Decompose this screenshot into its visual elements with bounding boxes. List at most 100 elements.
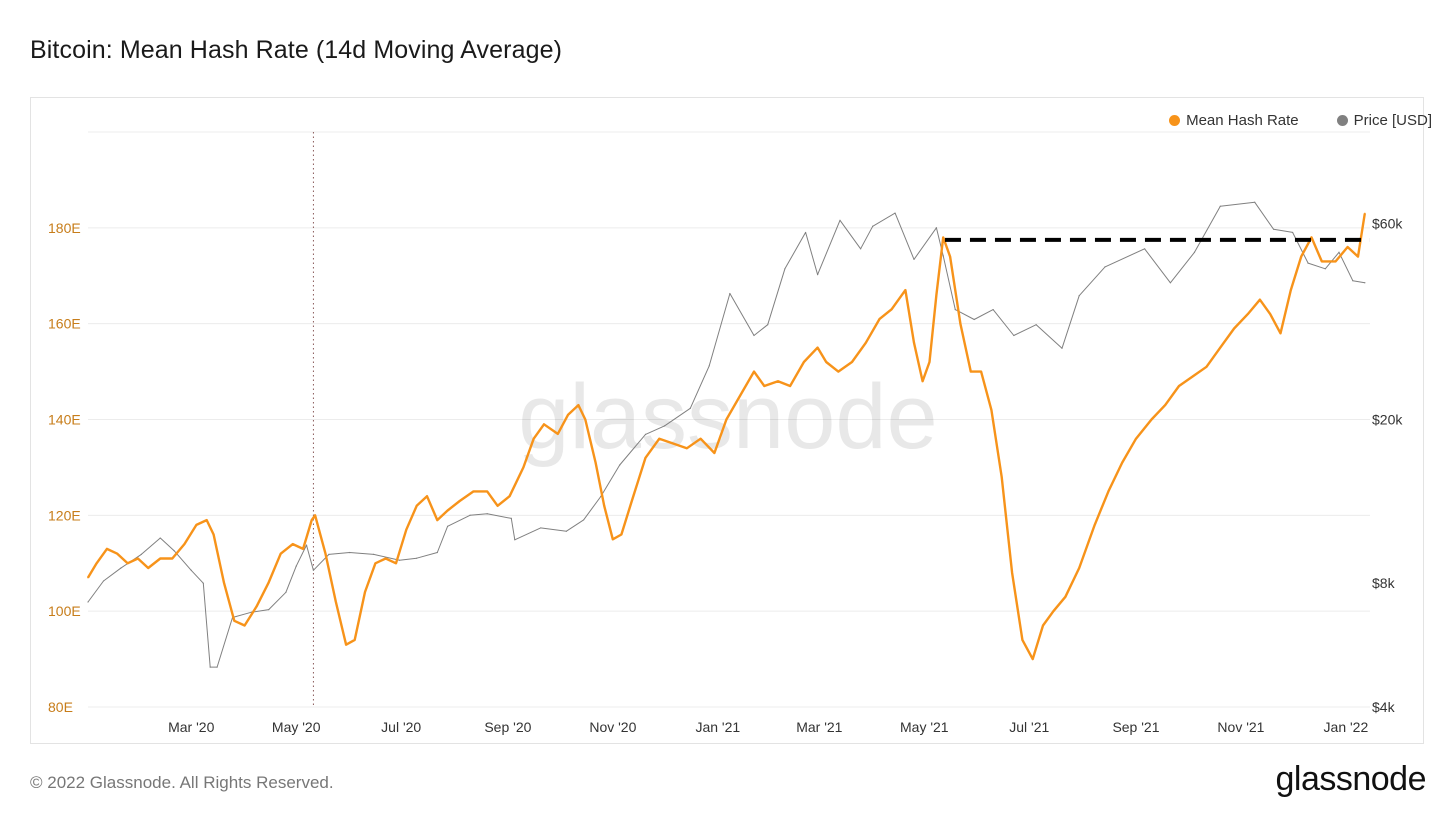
price-point-65 xyxy=(1307,262,1309,264)
price-point-60 xyxy=(1193,251,1196,253)
hash-point-50 xyxy=(612,538,614,541)
hash-point-81 xyxy=(969,370,972,373)
y-left-tick-label-0: 80E xyxy=(48,699,73,715)
hash-point-72 xyxy=(890,308,893,311)
price-point-3 xyxy=(140,553,142,555)
price-point-47 xyxy=(913,258,915,261)
price-point-54 xyxy=(1035,324,1037,326)
x-tick-label-6: Mar '21 xyxy=(796,719,842,735)
hash-point-33 xyxy=(426,495,428,497)
hash-point-55 xyxy=(672,442,674,445)
y-right-tick-label-0: $4k xyxy=(1372,699,1396,715)
price-point-6 xyxy=(190,569,192,571)
hash-point-68 xyxy=(837,370,840,373)
hash-point-108 xyxy=(1300,255,1302,258)
hash-point-14 xyxy=(233,619,236,622)
price-point-41 xyxy=(804,231,807,234)
hash-point-96 xyxy=(1150,418,1153,421)
price-point-14 xyxy=(295,565,297,567)
hash-point-56 xyxy=(686,447,688,450)
hash-point-64 xyxy=(789,385,791,387)
hash-point-82 xyxy=(980,370,982,373)
price-point-69 xyxy=(1364,282,1366,284)
legend-item-price[interactable]: Price [USD] xyxy=(1336,112,1432,129)
legend-label-hash-rate: Mean Hash Rate xyxy=(1186,112,1299,129)
hash-point-67 xyxy=(825,361,828,363)
hash-point-97 xyxy=(1164,404,1167,406)
price-point-25 xyxy=(486,513,488,515)
price-point-4 xyxy=(159,537,161,539)
legend-item-hash-rate[interactable]: Mean Hash Rate xyxy=(1169,112,1299,129)
hash-point-71 xyxy=(878,318,881,320)
price-point-12 xyxy=(268,609,270,611)
hash-point-107 xyxy=(1290,289,1292,291)
hash-point-114 xyxy=(1364,212,1366,215)
hash-point-42 xyxy=(532,437,535,440)
price-point-36 xyxy=(708,365,710,367)
x-tick-label-11: Jan '22 xyxy=(1324,719,1369,735)
price-point-64 xyxy=(1291,231,1294,234)
price-point-59 xyxy=(1169,282,1171,284)
price-point-18 xyxy=(348,551,351,554)
legend: Mean Hash Rate Price [USD] xyxy=(1169,112,1432,129)
x-tick-label-1: May '20 xyxy=(272,719,321,735)
x-tick-label-8: Jul '21 xyxy=(1009,719,1049,735)
hash-point-92 xyxy=(1093,524,1096,526)
y-left-tick-label-5: 180E xyxy=(48,220,81,236)
price-point-68 xyxy=(1352,280,1354,282)
price-point-16 xyxy=(312,569,315,571)
hash-point-111 xyxy=(1334,260,1337,263)
hash-point-79 xyxy=(949,255,951,258)
price-point-38 xyxy=(753,334,755,337)
hash-point-104 xyxy=(1259,298,1261,301)
price-point-37 xyxy=(729,292,731,295)
hash-point-91 xyxy=(1078,567,1080,569)
hash-point-106 xyxy=(1279,332,1282,335)
hash-point-77 xyxy=(935,294,938,296)
price-point-42 xyxy=(817,274,819,276)
hash-point-103 xyxy=(1247,313,1249,315)
price-point-45 xyxy=(872,225,874,227)
hash-point-19 xyxy=(291,543,294,545)
price-point-67 xyxy=(1338,251,1340,253)
hash-point-87 xyxy=(1031,658,1034,660)
chart-title: Bitcoin: Mean Hash Rate (14d Moving Aver… xyxy=(30,36,562,64)
price-point-63 xyxy=(1273,228,1275,230)
hash-point-21 xyxy=(310,519,313,521)
x-tick-label-3: Sep '20 xyxy=(484,719,531,735)
y-left-tick-label-3: 140E xyxy=(48,412,81,428)
price-point-35 xyxy=(689,407,691,409)
hash-point-22 xyxy=(314,514,316,517)
price-point-20 xyxy=(398,559,401,561)
price-point-27 xyxy=(514,539,516,541)
price-point-0 xyxy=(87,601,89,603)
x-tick-label-0: Mar '20 xyxy=(168,719,214,735)
price-point-30 xyxy=(582,519,585,521)
hash-point-83 xyxy=(990,409,993,411)
hash-point-93 xyxy=(1107,490,1110,493)
hash-point-73 xyxy=(904,289,907,291)
price-point-49 xyxy=(942,255,944,257)
price-point-43 xyxy=(839,219,841,221)
hash-point-4 xyxy=(126,562,129,565)
hash-point-2 xyxy=(106,548,108,550)
hash-point-37 xyxy=(472,490,475,493)
hash-point-1 xyxy=(95,562,98,565)
hash-point-46 xyxy=(577,404,580,406)
price-point-1 xyxy=(102,580,105,582)
hash-point-70 xyxy=(865,342,867,344)
hash-point-110 xyxy=(1321,260,1323,263)
hash-point-90 xyxy=(1064,595,1067,598)
hash-point-30 xyxy=(395,562,397,565)
price-point-51 xyxy=(973,318,975,321)
hash-point-113 xyxy=(1357,255,1359,258)
series-line-price xyxy=(87,201,1365,668)
hash-point-10 xyxy=(195,524,198,526)
hash-point-38 xyxy=(486,490,489,493)
y-right-tick-label-2: $20k xyxy=(1372,412,1403,428)
price-point-22 xyxy=(436,551,438,554)
hash-point-59 xyxy=(725,418,728,421)
hash-point-8 xyxy=(171,557,174,560)
price-point-29 xyxy=(565,530,567,532)
hash-point-35 xyxy=(446,509,449,512)
